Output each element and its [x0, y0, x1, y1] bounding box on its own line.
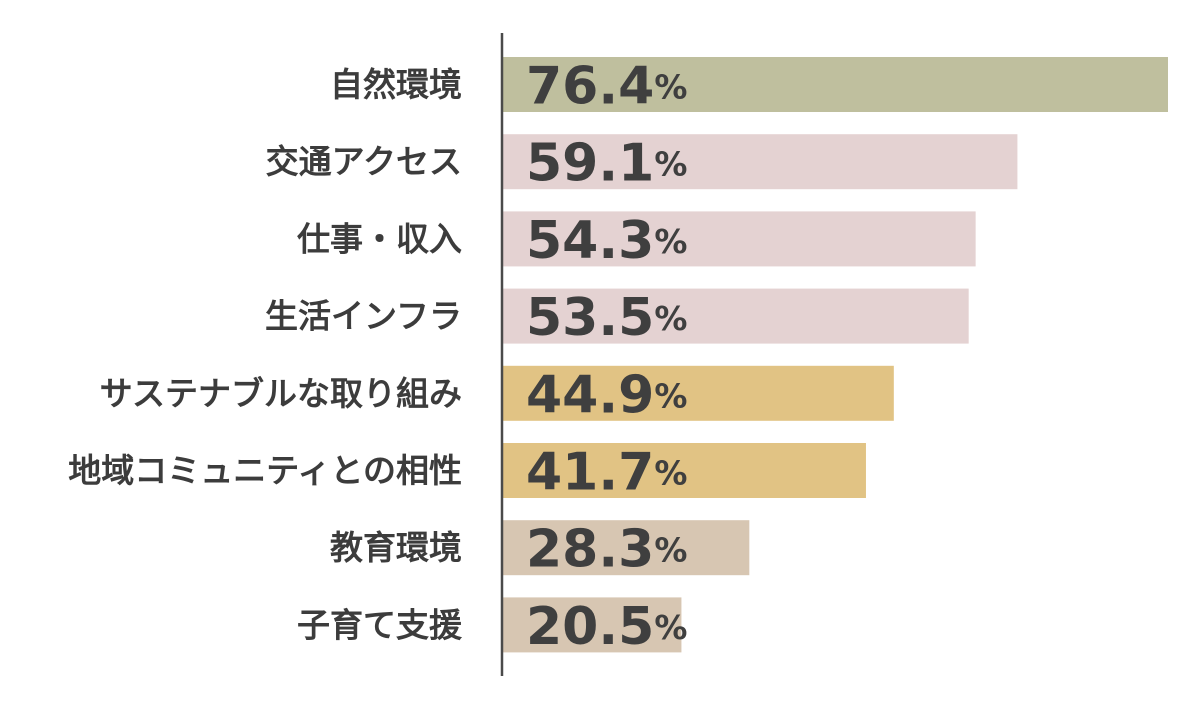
bar-5: [503, 365, 894, 421]
value-unit: %: [654, 376, 687, 415]
value-unit: %: [654, 607, 687, 646]
value-labels: 76.4%59.1%54.3%53.5%44.9%41.7%28.3%20.5%: [526, 57, 687, 657]
bars-layer: [503, 57, 1168, 653]
category-labels: 自然環境交通アクセス仕事・収入生活インフラサステナブルな取り組み地域コミュニティ…: [68, 65, 463, 644]
value-unit: %: [654, 530, 687, 569]
value-label: 44.9%: [526, 365, 687, 425]
bar-1: [503, 57, 1168, 112]
category-label: 交通アクセス: [266, 142, 462, 181]
category-label: 地域コミュニティとの相性: [68, 451, 462, 490]
value-number: 20.5: [526, 597, 654, 657]
category-label: 仕事・収入: [297, 219, 462, 258]
value-label: 20.5%: [526, 597, 687, 657]
value-unit: %: [654, 221, 687, 260]
value-number: 59.1: [526, 134, 654, 194]
bar-4: [503, 288, 969, 344]
value-label: 76.4%: [526, 57, 687, 117]
category-label: 自然環境: [330, 65, 462, 104]
bar-3: [503, 211, 976, 267]
value-number: 53.5: [526, 288, 654, 348]
value-unit: %: [654, 453, 687, 492]
value-number: 44.9: [526, 365, 654, 425]
value-number: 41.7: [526, 443, 654, 503]
value-label: 41.7%: [526, 443, 687, 503]
value-unit: %: [654, 144, 687, 183]
value-unit: %: [654, 299, 687, 338]
value-label: 59.1%: [526, 134, 687, 194]
category-label: 生活インフラ: [265, 297, 462, 336]
bar-2: [503, 134, 1018, 190]
bar-8: [503, 597, 682, 653]
value-label: 53.5%: [526, 288, 687, 348]
value-label: 28.3%: [526, 520, 687, 580]
category-label: 教育環境: [330, 528, 462, 567]
value-label: 54.3%: [526, 211, 687, 271]
value-unit: %: [654, 67, 687, 106]
bar-7: [503, 520, 750, 576]
value-number: 28.3: [526, 520, 654, 580]
value-number: 54.3: [526, 211, 654, 271]
category-label: サステナブルな取り組み: [100, 374, 462, 413]
value-number: 76.4: [526, 57, 654, 117]
bar-6: [503, 443, 866, 498]
category-label: 子育て支援: [297, 605, 463, 644]
